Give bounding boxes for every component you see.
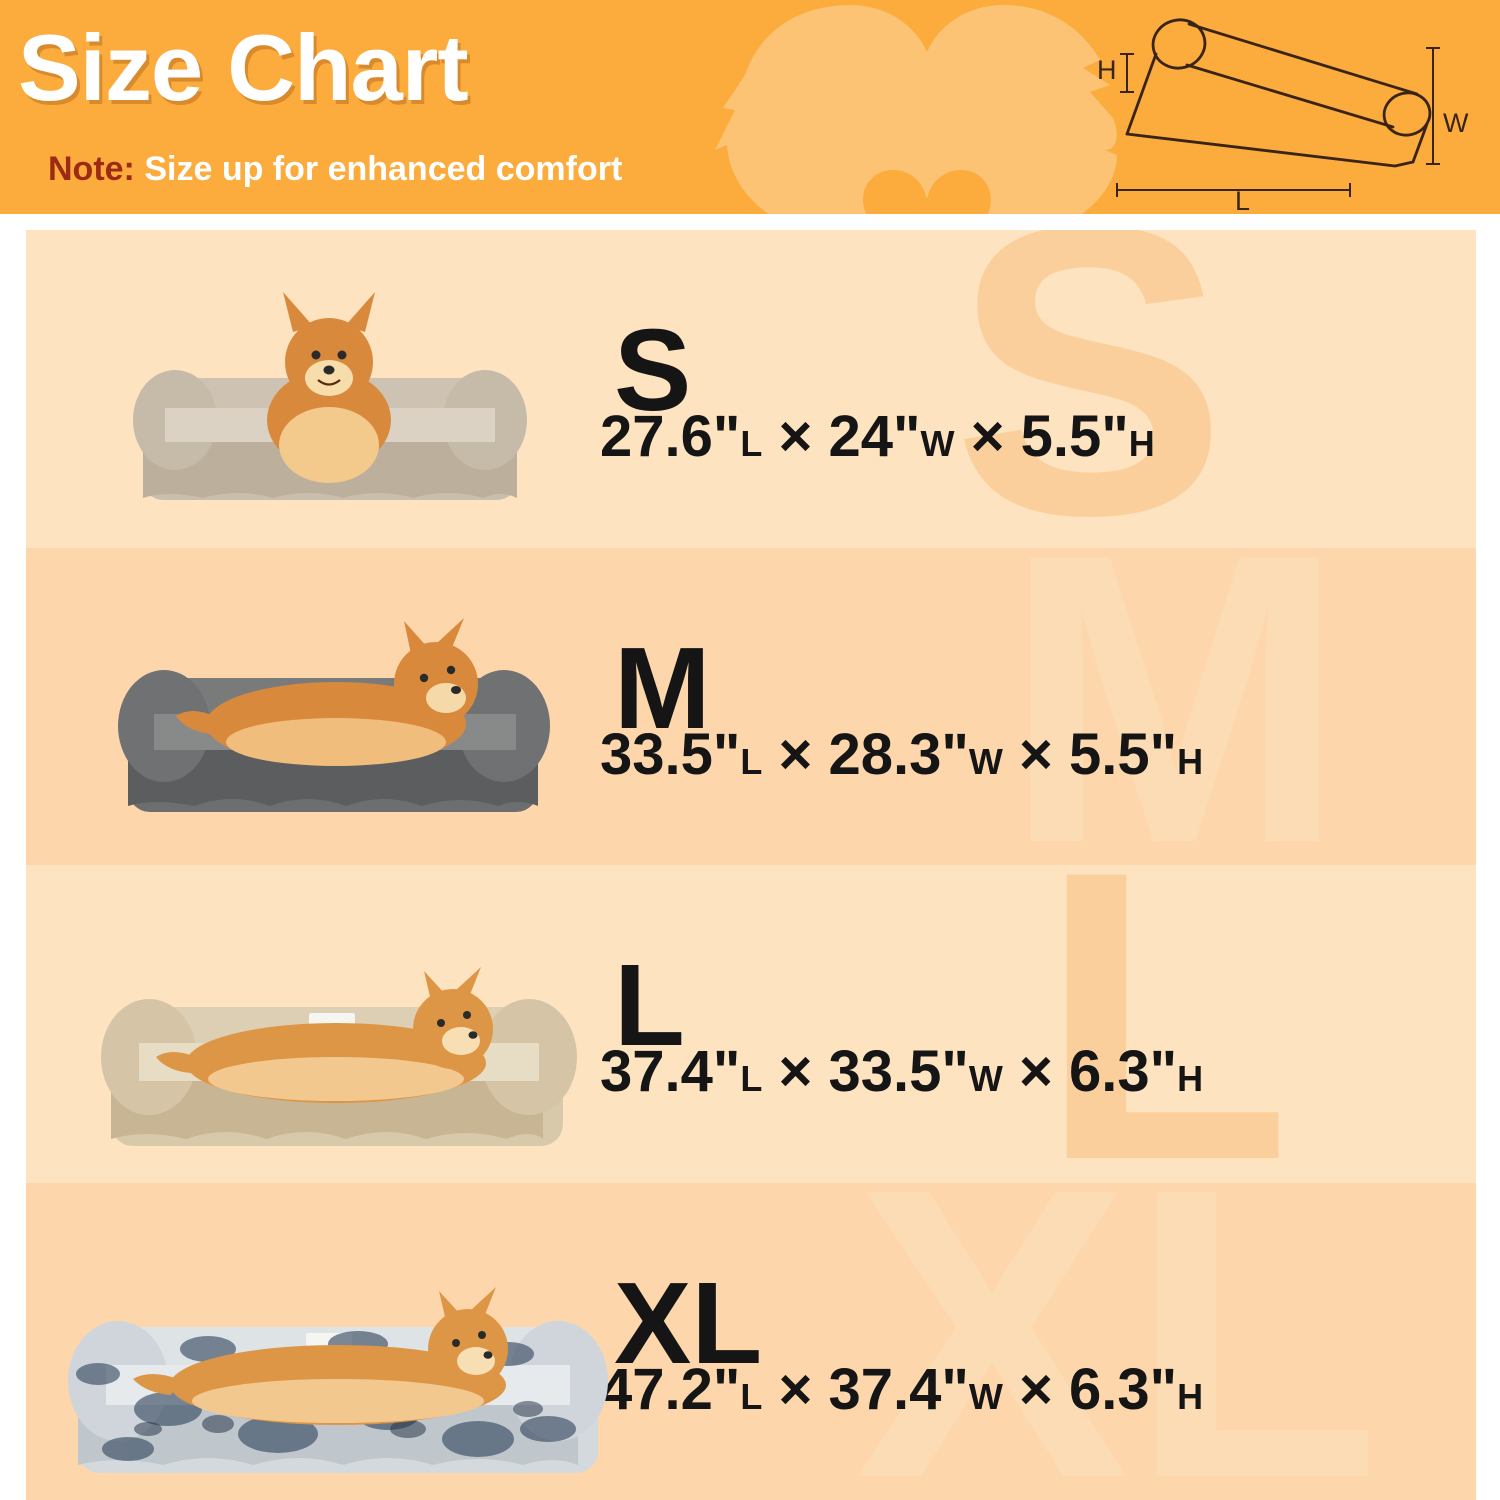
svg-text:W: W — [1443, 108, 1469, 138]
svg-text:H: H — [1097, 55, 1117, 85]
